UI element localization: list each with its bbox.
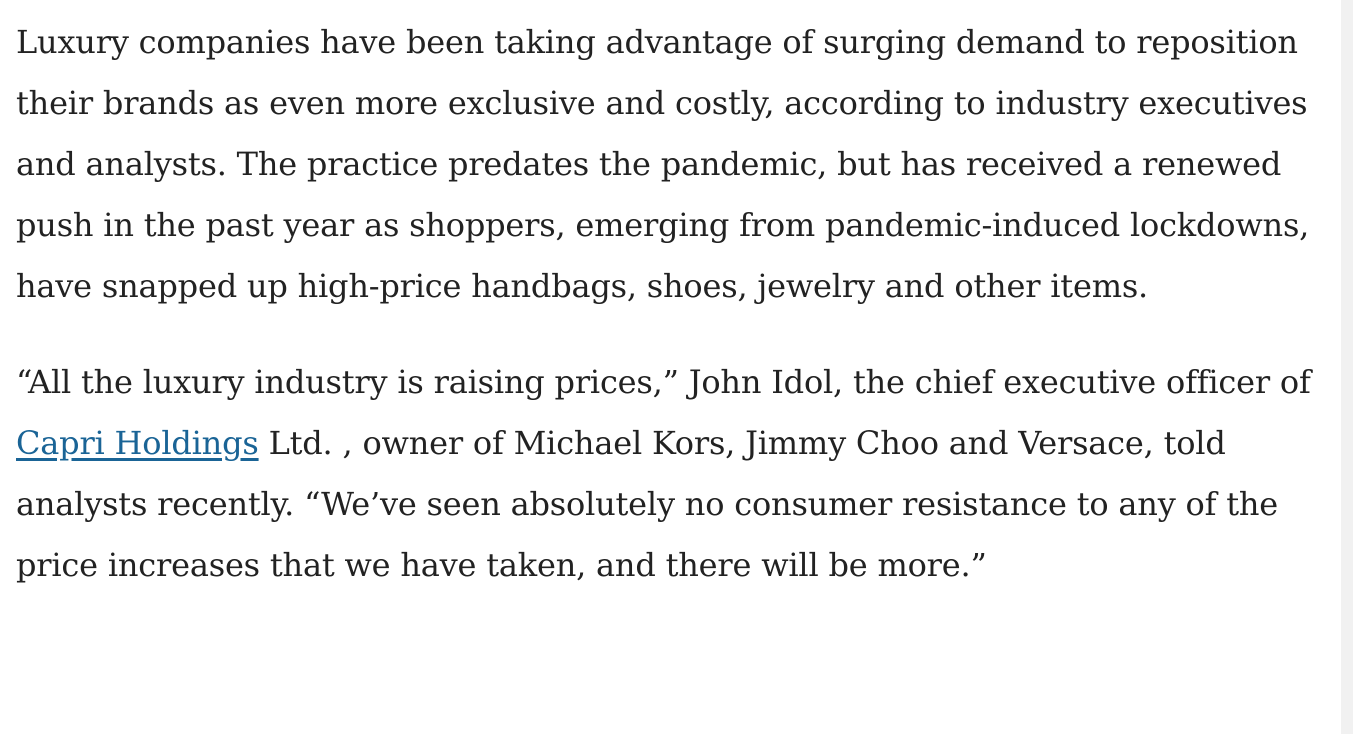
paragraph: Luxury companies have been taking advant… [16,23,1310,305]
text: “All the luxury industry is raising pric… [16,363,1311,401]
text: Ltd. , owner of Michael Kors, Jimmy Choo… [16,424,1279,584]
company-link[interactable]: Capri Holdings [16,424,259,462]
paragraph: “All the luxury industry is raising pric… [16,352,1316,596]
scrollbar[interactable] [1341,0,1353,734]
article: Luxury companies have been taking advant… [16,12,1316,631]
